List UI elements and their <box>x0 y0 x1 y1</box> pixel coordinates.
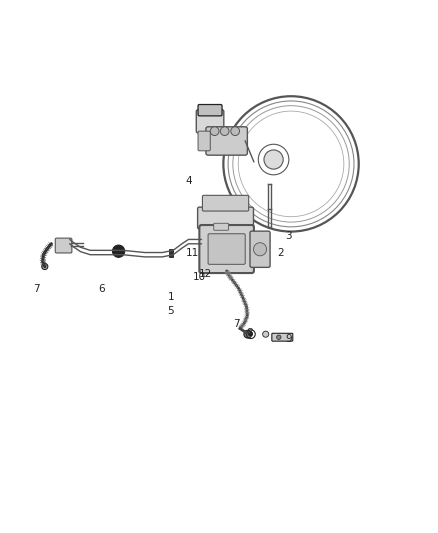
FancyBboxPatch shape <box>208 234 245 264</box>
Text: 11: 11 <box>186 247 199 257</box>
FancyBboxPatch shape <box>214 223 229 230</box>
FancyBboxPatch shape <box>250 231 270 268</box>
FancyBboxPatch shape <box>199 225 254 273</box>
Text: 2: 2 <box>277 248 283 259</box>
Text: 10: 10 <box>193 272 206 282</box>
Text: 5: 5 <box>168 306 174 316</box>
Text: 8: 8 <box>246 328 253 338</box>
FancyBboxPatch shape <box>198 104 222 116</box>
Bar <box>169 249 173 257</box>
Text: 6: 6 <box>98 284 104 294</box>
Text: 3: 3 <box>286 231 292 241</box>
Circle shape <box>42 263 48 270</box>
Circle shape <box>113 245 125 257</box>
Text: 9: 9 <box>286 334 292 344</box>
Text: 12: 12 <box>198 269 212 279</box>
Text: 4: 4 <box>185 176 192 187</box>
FancyBboxPatch shape <box>198 207 254 229</box>
Circle shape <box>231 127 240 135</box>
FancyBboxPatch shape <box>55 238 72 253</box>
Circle shape <box>210 127 219 135</box>
FancyBboxPatch shape <box>202 195 249 211</box>
Circle shape <box>249 333 253 336</box>
FancyBboxPatch shape <box>272 333 293 341</box>
Circle shape <box>254 243 267 256</box>
Circle shape <box>263 331 269 337</box>
FancyBboxPatch shape <box>198 131 210 151</box>
Text: 1: 1 <box>168 292 174 302</box>
Text: 7: 7 <box>233 319 240 329</box>
Circle shape <box>220 127 229 135</box>
FancyBboxPatch shape <box>196 110 224 133</box>
Circle shape <box>277 335 281 340</box>
FancyBboxPatch shape <box>206 127 247 155</box>
Circle shape <box>264 150 283 169</box>
Text: 7: 7 <box>33 284 40 294</box>
Circle shape <box>244 330 252 338</box>
